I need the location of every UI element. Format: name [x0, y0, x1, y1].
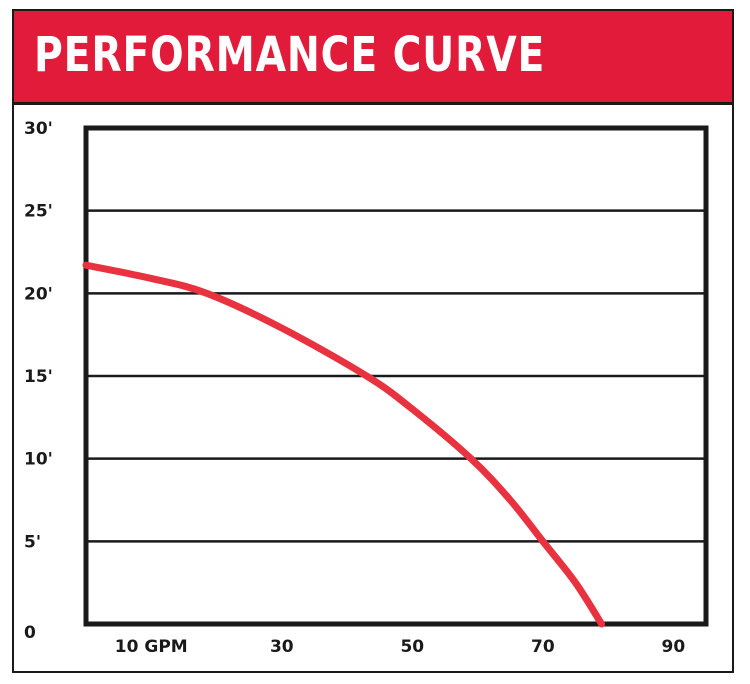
plot-area-border — [83, 125, 709, 627]
y-tick-label: 15' — [24, 367, 53, 387]
x-tick-label: 10 GPM — [115, 637, 188, 657]
x-tick-label: 70 — [531, 637, 555, 657]
performance-curve-line — [82, 261, 606, 628]
y-tick-label: 5' — [24, 532, 41, 552]
x-tick-label: 90 — [662, 637, 686, 657]
x-tick-label: 50 — [400, 637, 424, 657]
y-tick-label: 10' — [24, 450, 53, 470]
chart-frame: PERFORMANCE CURVE — [12, 9, 734, 673]
grid-lines — [86, 209, 706, 543]
y-tick-label: 0 — [24, 623, 36, 643]
header-banner: PERFORMANCE CURVE — [14, 11, 732, 105]
y-tick-label: 25' — [24, 202, 53, 222]
x-tick-label: 30 — [270, 637, 294, 657]
y-axis-labels: 0 5' 10' 15' 20' 25' 30' — [24, 119, 53, 643]
chart-title: PERFORMANCE CURVE — [34, 27, 546, 83]
y-tick-label: 30' — [24, 119, 53, 139]
y-tick-label: 20' — [24, 284, 53, 304]
x-axis-labels: 10 GPM 30 50 70 90 — [115, 637, 686, 657]
